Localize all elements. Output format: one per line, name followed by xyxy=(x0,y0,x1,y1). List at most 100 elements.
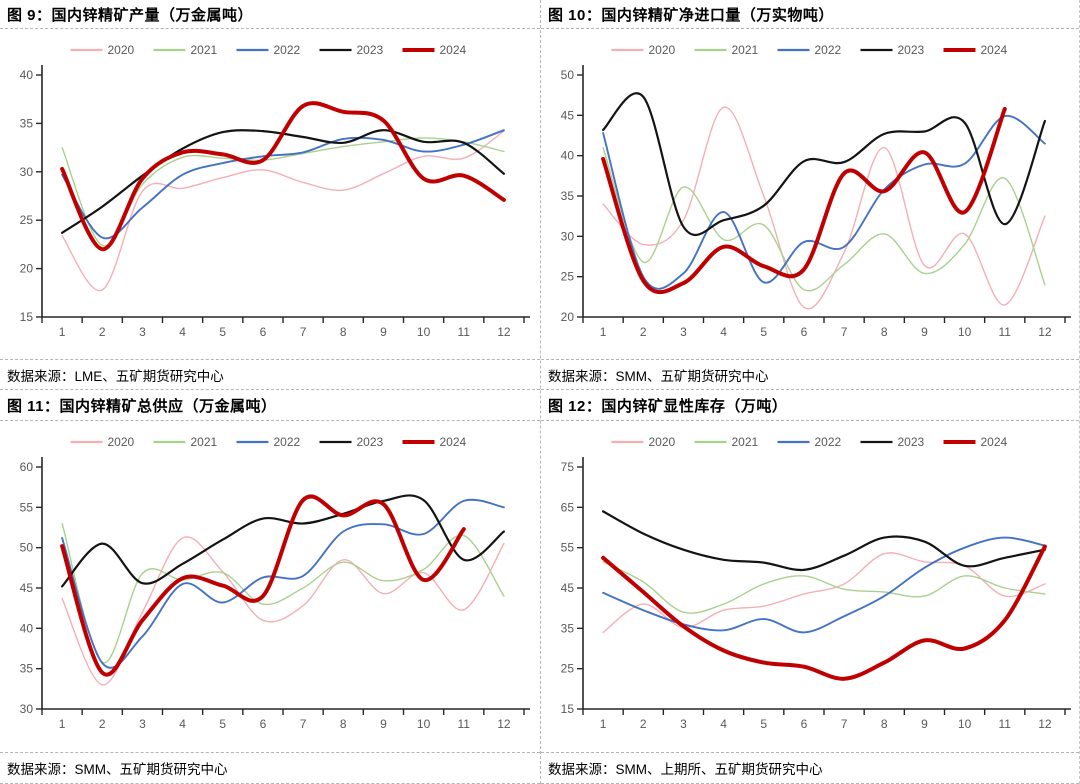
figure-11-source: 数据来源：SMM、五矿期货研究中心 xyxy=(0,752,540,784)
legend-item-2024: 2024 xyxy=(943,435,1008,449)
x-tick-label: 6 xyxy=(260,325,267,339)
figure-10-source: 数据来源：SMM、五矿期货研究中心 xyxy=(541,359,1079,390)
x-tick-label: 7 xyxy=(300,325,307,339)
y-tick-label: 50 xyxy=(561,68,575,82)
series-2023-line xyxy=(61,494,505,588)
figure-11-chart-area: 2020 2021 2022 2023 2024 30 35 40 45 50 55 60 1 2 3 4 5 6… xyxy=(0,421,540,752)
legend-item-2023: 2023 xyxy=(860,435,925,449)
legend-item-2020: 2020 xyxy=(611,43,676,57)
x-tick-label: 12 xyxy=(497,717,511,731)
x-tick-label: 2 xyxy=(99,717,106,731)
x-tick-label: 7 xyxy=(841,325,848,339)
x-tick-label: 6 xyxy=(801,325,808,339)
x-tick-label: 7 xyxy=(300,717,307,731)
legend-label-2022: 2022 xyxy=(815,435,842,449)
x-tick-label: 7 xyxy=(841,717,848,731)
figure-12-chart-area: 2020 2021 2022 2023 2024 15 25 35 45 55 65 75 1 2 3 4 5 6… xyxy=(541,421,1079,752)
x-tick-label: 11 xyxy=(458,325,471,339)
series-2020-line xyxy=(602,106,1046,310)
legend-item-2022: 2022 xyxy=(777,435,842,449)
x-tick-label: 2 xyxy=(640,717,647,731)
x-tick-label: 8 xyxy=(340,717,347,731)
x-tick-label: 4 xyxy=(179,717,186,731)
left-column: 图 9：国内锌精矿产量（万金属吨） 2020 2021 2022 2023 2024 15… xyxy=(0,0,540,784)
x-tick-label: 5 xyxy=(219,325,226,339)
legend-item-2022: 2022 xyxy=(236,435,301,449)
legend-item-2021: 2021 xyxy=(153,435,218,449)
series-2023-line xyxy=(602,510,1046,572)
figure-9-chart-area: 2020 2021 2022 2023 2024 15 20 25 30 35 40 1 2 3 4 5 6 7 8… xyxy=(0,29,540,359)
x-tick-label: 11 xyxy=(999,717,1012,731)
y-tick-label: 75 xyxy=(561,460,575,474)
y-tick-label: 30 xyxy=(20,702,34,716)
y-tick-label: 60 xyxy=(20,460,34,474)
legend-label-2024: 2024 xyxy=(981,435,1008,449)
x-tick-label: 1 xyxy=(59,325,66,339)
legend-label-2021: 2021 xyxy=(191,43,218,57)
figure-9-title: 图 9：国内锌精矿产量（万金属吨） xyxy=(0,0,540,29)
legend-label-2024: 2024 xyxy=(440,43,467,57)
legend-label-2022: 2022 xyxy=(815,43,842,57)
y-tick-label: 55 xyxy=(20,500,34,514)
x-tick-label: 12 xyxy=(1038,717,1052,731)
right-column: 图 10：国内锌精矿净进口量（万实物吨） 2020 2021 2022 2023 202… xyxy=(540,0,1080,784)
y-tick-label: 25 xyxy=(20,213,34,227)
legend-item-2020: 2020 xyxy=(70,435,135,449)
y-tick-label: 15 xyxy=(561,702,575,716)
series-2023-line xyxy=(602,92,1046,237)
legend-item-2020: 2020 xyxy=(611,435,676,449)
x-tick-label: 1 xyxy=(59,717,66,731)
x-tick-label: 8 xyxy=(881,717,888,731)
legend-item-2022: 2022 xyxy=(777,43,842,57)
x-tick-label: 4 xyxy=(720,717,727,731)
legend-item-2022: 2022 xyxy=(236,43,301,57)
legend-item-2023: 2023 xyxy=(860,43,925,57)
legend-label-2021: 2021 xyxy=(732,435,759,449)
legend-label-2024: 2024 xyxy=(440,435,467,449)
y-tick-label: 30 xyxy=(20,165,34,179)
series-2021-line xyxy=(61,522,505,664)
legend-label-2023: 2023 xyxy=(898,43,925,57)
legend-item-2023: 2023 xyxy=(319,43,384,57)
y-tick-label: 55 xyxy=(561,541,575,555)
series-2024-line xyxy=(60,494,466,677)
legend-label-2023: 2023 xyxy=(898,435,925,449)
y-tick-label: 45 xyxy=(561,581,575,595)
x-tick-label: 11 xyxy=(458,717,471,731)
x-tick-label: 12 xyxy=(1038,325,1052,339)
y-tick-label: 40 xyxy=(561,149,575,163)
x-tick-label: 8 xyxy=(340,325,347,339)
legend-label-2022: 2022 xyxy=(274,435,301,449)
x-tick-label: 10 xyxy=(958,717,972,731)
legend-item-2023: 2023 xyxy=(319,435,384,449)
legend-label-2023: 2023 xyxy=(357,435,384,449)
y-tick-label: 45 xyxy=(20,581,34,595)
legend-label-2024: 2024 xyxy=(981,43,1008,57)
y-tick-label: 50 xyxy=(20,541,34,555)
y-tick-label: 25 xyxy=(561,270,575,284)
x-tick-label: 3 xyxy=(680,325,687,339)
x-tick-label: 9 xyxy=(380,717,387,731)
series-2020-line xyxy=(61,130,505,292)
x-tick-label: 2 xyxy=(99,325,106,339)
x-tick-label: 4 xyxy=(179,325,186,339)
series-2024-line xyxy=(601,106,1007,295)
legend-item-2020: 2020 xyxy=(70,43,135,57)
x-tick-label: 9 xyxy=(921,325,928,339)
series-2022-line xyxy=(61,129,505,240)
x-tick-label: 10 xyxy=(958,325,972,339)
legend-item-2021: 2021 xyxy=(694,435,759,449)
x-tick-label: 6 xyxy=(801,717,808,731)
y-tick-label: 40 xyxy=(20,621,34,635)
series-2020-line xyxy=(61,536,505,686)
y-tick-label: 20 xyxy=(20,262,34,276)
figure-10-title: 图 10：国内锌精矿净进口量（万实物吨） xyxy=(541,0,1079,29)
x-tick-label: 4 xyxy=(720,325,727,339)
series-2020-line xyxy=(602,552,1046,634)
series-2021-line xyxy=(602,146,1046,292)
